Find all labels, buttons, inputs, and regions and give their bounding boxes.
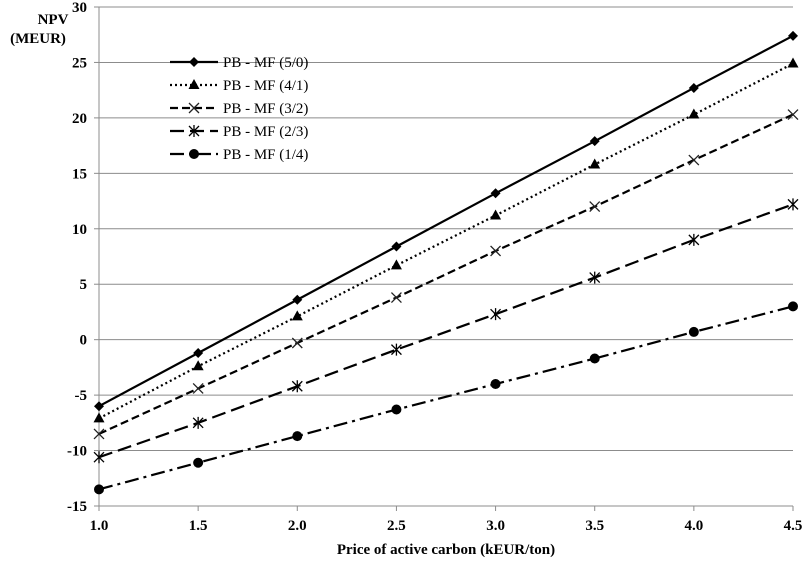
- series-4-point-7: [788, 301, 798, 312]
- series-3-point-0: [93, 451, 105, 464]
- series-2-point-0: [93, 428, 105, 440]
- y-tick-label-7: 20: [72, 111, 87, 127]
- series-4-point-3: [391, 404, 402, 415]
- series-3-point-3: [390, 343, 402, 356]
- series-2-point-7: [787, 109, 799, 121]
- series-4-point-6: [688, 326, 699, 337]
- series-1-point-0: [93, 412, 105, 423]
- series-line-3: [98, 203, 794, 459]
- series-2-point-4: [490, 245, 502, 257]
- y-axis-title-line1: NPV: [38, 12, 69, 28]
- axes: [94, 6, 794, 511]
- series-3-point-1: [192, 416, 204, 429]
- series-3-point-4: [490, 308, 502, 321]
- series-0-point-6: [688, 82, 699, 93]
- series-1-point-2: [291, 310, 303, 321]
- series-4-point-1: [193, 457, 204, 468]
- series-2-point-6: [688, 154, 700, 166]
- legend-label-0: PB - MF (5/0): [223, 55, 308, 71]
- legend-marker-0: [189, 57, 199, 67]
- series-0-point-1: [193, 347, 204, 358]
- y-tick-label-3: 0: [80, 333, 88, 349]
- y-tick-label-2: -5: [75, 388, 88, 404]
- legend-label-3: PB - MF (2/3): [223, 124, 308, 140]
- series-0-point-5: [589, 136, 600, 147]
- series-0-point-7: [788, 30, 798, 41]
- series-2-point-5: [589, 201, 601, 213]
- series-line-4: [98, 305, 794, 491]
- series-lines: [98, 34, 794, 491]
- legend: PB - MF (5/0) PB - MF (4/1) PB - MF (3/2) P…: [170, 55, 308, 163]
- y-tick-label-5: 10: [72, 222, 87, 238]
- x-tick-label-3: 2.5: [387, 518, 406, 534]
- series-2-point-1: [192, 382, 204, 394]
- series-3-point-5: [589, 271, 601, 284]
- legend-label-4: PB - MF (1/4): [223, 147, 308, 163]
- series-1-point-3: [390, 259, 402, 270]
- gridlines: [99, 6, 793, 452]
- series-1-point-5: [589, 158, 601, 169]
- series-4-point-0: [94, 484, 104, 495]
- series-3-point-2: [291, 380, 303, 393]
- series-3-point-6: [688, 233, 700, 246]
- y-tick-label-9: 30: [72, 0, 87, 16]
- y-tick-label-4: 5: [80, 277, 88, 293]
- x-tick-label-4: 3.0: [486, 518, 505, 534]
- series-0-point-0: [94, 401, 104, 412]
- y-tick-label-8: 25: [72, 55, 87, 71]
- legend-marker-1: [188, 79, 200, 89]
- legend-marker-4: [189, 149, 199, 159]
- x-tick-label-1: 1.5: [189, 518, 208, 534]
- series-line-0: [98, 34, 794, 408]
- x-tick-label-7: 4.5: [784, 518, 803, 534]
- x-tick-label-5: 3.5: [585, 518, 604, 534]
- series-line-2: [98, 113, 794, 435]
- series-1-point-7: [787, 57, 799, 68]
- series-markers: [93, 30, 799, 495]
- legend-marker-3: [188, 125, 200, 137]
- tick-labels: -15 -10 -5 0 5 10 15 20 25 30 1.0 1.5 2.0 2.5 3.0 3.5 4.…: [67, 0, 802, 534]
- series-1-point-1: [192, 360, 204, 371]
- y-tick-label-1: -10: [67, 444, 87, 460]
- series-3-point-7: [787, 198, 799, 211]
- series-0-point-4: [490, 188, 501, 199]
- x-tick-label-6: 4.0: [684, 518, 703, 534]
- x-tick-label-0: 1.0: [90, 518, 109, 534]
- series-2-point-3: [390, 292, 402, 303]
- legend-label-2: PB - MF (3/2): [223, 101, 308, 117]
- series-1-point-6: [688, 108, 700, 119]
- series-2-point-2: [291, 337, 303, 349]
- series-line-1: [98, 62, 794, 420]
- series-0-point-2: [292, 294, 303, 305]
- legend-marker-2: [188, 102, 200, 114]
- y-tick-label-0: -15: [67, 499, 87, 515]
- x-axis-title: Price of active carbon (kEUR/ton): [337, 542, 555, 558]
- x-tick-label-2: 2.0: [288, 518, 307, 534]
- y-axis-title-line2: (MEUR): [10, 31, 66, 47]
- series-4-point-2: [292, 431, 303, 442]
- series-1-point-4: [490, 209, 502, 220]
- series-4-point-4: [490, 379, 501, 390]
- series-4-point-5: [589, 353, 600, 364]
- series-0-point-3: [391, 241, 402, 252]
- y-tick-label-6: 15: [72, 166, 87, 182]
- legend-label-1: PB - MF (4/1): [223, 78, 308, 94]
